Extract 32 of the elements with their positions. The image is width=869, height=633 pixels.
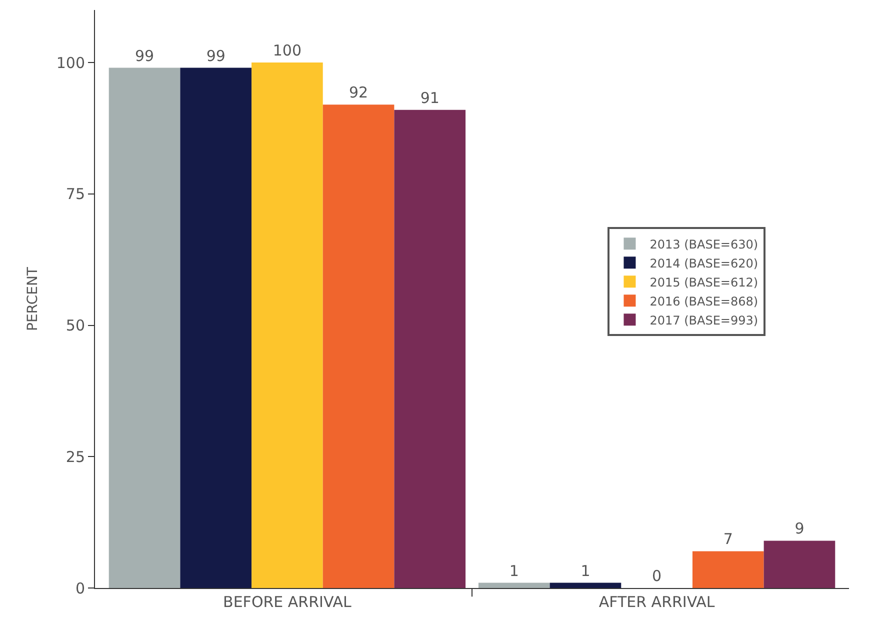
bar: [252, 62, 323, 588]
bar: [394, 110, 466, 588]
x-tick-label: BEFORE ARRIVAL: [223, 593, 352, 611]
bar: [108, 68, 180, 588]
legend-label: 2016 (BASE=868): [650, 294, 758, 308]
y-tick-label: 25: [66, 448, 85, 466]
data-label: 100: [272, 42, 302, 60]
x-tick-label: AFTER ARRIVAL: [598, 593, 716, 611]
y-axis-title: PERCENT: [24, 266, 41, 331]
bar: [180, 68, 252, 588]
legend-label: 2013 (BASE=630): [650, 237, 758, 252]
bar: [550, 582, 622, 588]
data-label: 0: [652, 567, 662, 585]
bar: [692, 551, 764, 588]
data-label: 99: [134, 46, 154, 65]
y-tick-label: 100: [56, 54, 85, 72]
data-label: 92: [348, 84, 368, 102]
bar: [764, 540, 836, 588]
y-tick-label: 0: [75, 579, 85, 598]
legend-label: 2015 (BASE=612): [650, 275, 758, 290]
y-tick-label: 50: [66, 316, 85, 335]
data-label: 7: [723, 530, 733, 548]
data-label: 9: [794, 520, 804, 538]
data-label: 99: [206, 46, 226, 65]
data-label: 91: [420, 88, 440, 107]
bar: [478, 582, 550, 588]
y-tick-label: 75: [66, 185, 85, 204]
bar: [322, 104, 394, 588]
legend-label: 2017 (BASE=993): [650, 313, 758, 328]
legend-label: 2014 (BASE=620): [650, 256, 758, 270]
data-label: 1: [509, 562, 519, 580]
data-label: 1: [580, 562, 590, 580]
